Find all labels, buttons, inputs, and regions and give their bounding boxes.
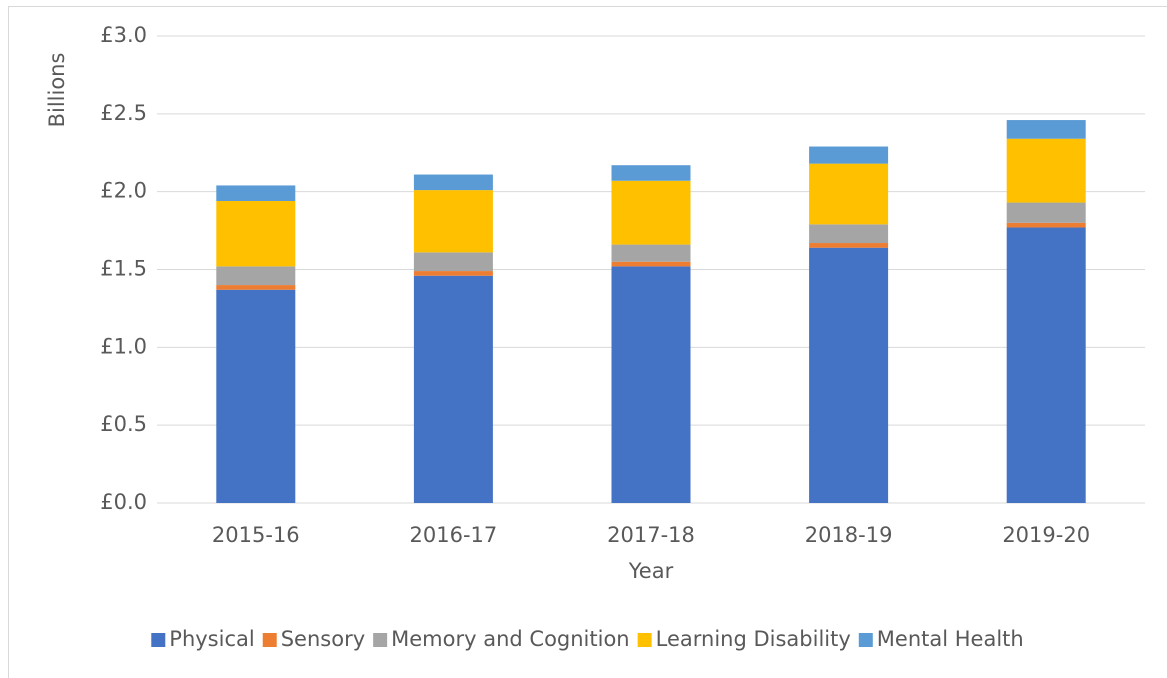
bar-segment <box>1006 222 1086 228</box>
bar-segment <box>1006 202 1086 223</box>
legend-label: Memory and Cognition <box>391 627 629 651</box>
bar-segment <box>216 266 296 286</box>
legend-label: Learning Disability <box>656 627 851 651</box>
bar-segment <box>216 285 296 290</box>
bar-segment <box>809 247 889 503</box>
legend-swatch <box>858 633 873 647</box>
legend-label: Mental Health <box>877 627 1024 651</box>
bar-segment <box>413 275 493 503</box>
bar-segment <box>611 244 691 262</box>
bar-segment <box>809 224 889 244</box>
bar-segment <box>216 185 296 202</box>
legend-swatch <box>262 633 277 647</box>
y-tick-label: £2.0 <box>100 179 147 203</box>
bar-segment <box>413 174 493 191</box>
bar-segment <box>809 146 889 164</box>
bar-segment <box>809 243 889 248</box>
y-tick-label: £0.5 <box>100 412 147 436</box>
y-tick-label: £0.0 <box>100 490 147 514</box>
bar-segment <box>611 266 691 503</box>
x-tick-label: 2015-16 <box>212 523 300 547</box>
x-axis-title: Year <box>628 559 674 583</box>
y-tick-label: £1.0 <box>100 334 147 358</box>
x-tick-label: 2018-19 <box>805 523 893 547</box>
y-axis-title: Billions <box>45 53 69 128</box>
y-tick-label: £3.0 <box>100 23 147 47</box>
bar-segment <box>413 271 493 276</box>
bar-segment <box>611 261 691 267</box>
legend-swatch <box>373 633 388 647</box>
bar-segment <box>216 201 296 267</box>
bar-segment <box>1006 138 1086 203</box>
y-tick-label: £1.5 <box>100 257 147 281</box>
bar-segment <box>413 252 493 272</box>
legend-label: Physical <box>169 627 254 651</box>
bar-segment <box>809 163 889 225</box>
bar-segment <box>1006 120 1086 139</box>
x-tick-label: 2017-18 <box>607 523 695 547</box>
x-tick-label: 2016-17 <box>410 523 498 547</box>
bar-segment <box>1006 227 1086 503</box>
bar-segment <box>216 289 296 503</box>
legend-label: Sensory <box>281 627 365 651</box>
legend-swatch <box>637 633 652 647</box>
x-tick-label: 2019-20 <box>1002 523 1090 547</box>
bar-segment <box>611 180 691 245</box>
chart-frame <box>8 6 1167 678</box>
y-tick-label: £2.5 <box>100 101 147 125</box>
bar-segment <box>611 165 691 181</box>
bar-segment <box>413 190 493 253</box>
legend-swatch <box>151 633 166 647</box>
